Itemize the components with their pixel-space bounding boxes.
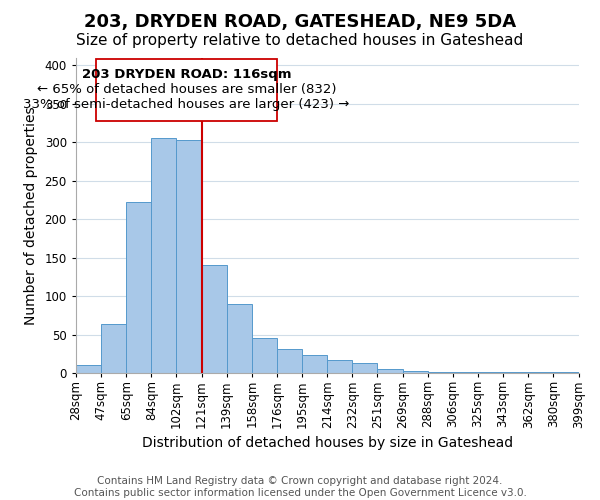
- Text: 203 DRYDEN ROAD: 116sqm: 203 DRYDEN ROAD: 116sqm: [82, 68, 291, 82]
- Bar: [227, 304, 252, 373]
- Bar: [377, 369, 403, 373]
- Bar: [553, 372, 578, 373]
- Text: 203, DRYDEN ROAD, GATESHEAD, NE9 5DA: 203, DRYDEN ROAD, GATESHEAD, NE9 5DA: [84, 12, 516, 30]
- Bar: [76, 366, 101, 373]
- Text: ← 65% of detached houses are smaller (832): ← 65% of detached houses are smaller (83…: [37, 83, 336, 96]
- Bar: [528, 372, 553, 373]
- Text: Size of property relative to detached houses in Gateshead: Size of property relative to detached ho…: [76, 32, 524, 48]
- Bar: [101, 324, 126, 373]
- Text: Contains HM Land Registry data © Crown copyright and database right 2024.
Contai: Contains HM Land Registry data © Crown c…: [74, 476, 526, 498]
- Bar: [327, 360, 352, 373]
- X-axis label: Distribution of detached houses by size in Gateshead: Distribution of detached houses by size …: [142, 436, 513, 450]
- Bar: [352, 363, 377, 373]
- Bar: [176, 140, 202, 373]
- Bar: [403, 371, 428, 373]
- Bar: [151, 138, 176, 373]
- Bar: [126, 202, 151, 373]
- Bar: [503, 372, 528, 373]
- Bar: [478, 372, 503, 373]
- Bar: [453, 372, 478, 373]
- Text: 33% of semi-detached houses are larger (423) →: 33% of semi-detached houses are larger (…: [23, 98, 350, 110]
- Bar: [252, 338, 277, 373]
- Bar: [302, 356, 327, 373]
- Bar: [428, 372, 453, 373]
- Bar: [277, 349, 302, 373]
- Bar: [202, 266, 227, 373]
- Y-axis label: Number of detached properties: Number of detached properties: [23, 106, 38, 324]
- FancyBboxPatch shape: [96, 59, 277, 122]
